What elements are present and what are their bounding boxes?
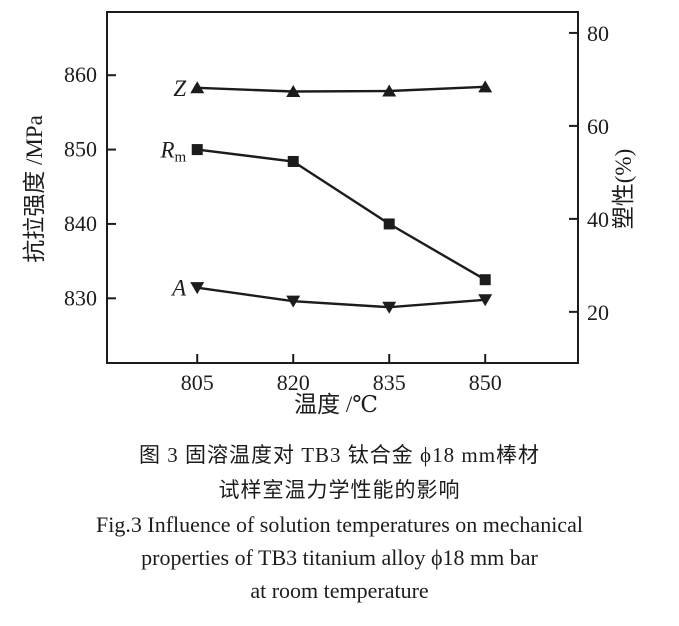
- y-axis-right-tick-label: 40: [587, 207, 609, 232]
- marker-triangle-up-Z-1: [286, 84, 301, 97]
- marker-triangle-up-Z-2: [382, 84, 397, 97]
- y-axis-right-tick-label: 20: [587, 300, 609, 325]
- figure-caption: 图 3 固溶温度对 TB3 钛合金 ϕ18 mm棒材 试样室温力学性能的影响 F…: [0, 438, 679, 607]
- marker-square-Rm-0: [191, 144, 203, 156]
- caption-en-line3: at room temperature: [250, 578, 429, 603]
- marker-triangle-down-A-0: [190, 282, 205, 295]
- series-A: A: [170, 276, 493, 314]
- y-axis-left-tick-label: 850: [64, 137, 97, 162]
- x-axis-tick-label: 850: [469, 370, 502, 395]
- caption-zh-line2: 试样室温力学性能的影响: [218, 478, 461, 502]
- caption-en-line1: Fig.3 Influence of solution temperatures…: [96, 512, 583, 537]
- y-axis-right-tick-label: 60: [587, 114, 609, 139]
- marker-triangle-down-A-1: [286, 295, 301, 308]
- caption-zh-line1: 图 3 固溶温度对 TB3 钛合金 ϕ18 mm棒材: [138, 443, 541, 467]
- chart-area: 830 840 850 860 20 40 60 80 805 820 835 850 抗拉强度 /MP…: [22, 11, 636, 417]
- series-line-Rm: [197, 148, 486, 281]
- marker-triangle-up-Z-3: [478, 80, 493, 93]
- x-axis-title: 温度 /℃: [294, 392, 378, 417]
- series-line-Z: [197, 85, 486, 93]
- y-axis-left-tick-label: 860: [64, 62, 97, 87]
- caption-en-line2: properties of TB3 titanium alloy ϕ18 mm …: [141, 545, 538, 570]
- y-axis-left: 830 840 850 860: [64, 62, 116, 310]
- marker-square-Rm-1: [287, 155, 299, 167]
- marker-triangle-down-A-2: [382, 301, 397, 314]
- y-axis-right: 20 40 60 80: [569, 21, 609, 325]
- marker-square-Rm-2: [383, 218, 395, 230]
- marker-square-Rm-3: [479, 274, 491, 286]
- x-axis-tick-label: 835: [373, 370, 406, 395]
- y-axis-left-tick-label: 830: [64, 285, 97, 310]
- y-axis-left-title: 抗拉强度 /MPa: [22, 115, 47, 263]
- y-axis-left-tick-label: 840: [64, 211, 97, 236]
- y-axis-right-title: 塑性(%): [611, 149, 636, 229]
- series-label-Rm: Rm: [159, 138, 186, 166]
- series-label-A: A: [170, 276, 187, 301]
- series-line-A: [197, 286, 486, 309]
- x-axis-tick-label: 820: [277, 370, 310, 395]
- marker-triangle-down-A-3: [478, 294, 493, 307]
- solution-temperature-line-chart: 830 840 850 860 20 40 60 80 805 820 835 850 抗拉强度 /MP…: [22, 11, 636, 417]
- plot-border: [106, 11, 579, 364]
- marker-triangle-up-Z-0: [190, 81, 205, 94]
- series-Z: Z: [173, 76, 493, 101]
- series-Rm: Rm: [159, 138, 491, 286]
- x-axis: 805 820 835 850: [181, 354, 502, 395]
- x-axis-tick-label: 805: [181, 370, 214, 395]
- series-label-Z: Z: [173, 76, 186, 101]
- y-axis-right-tick-label: 80: [587, 21, 609, 46]
